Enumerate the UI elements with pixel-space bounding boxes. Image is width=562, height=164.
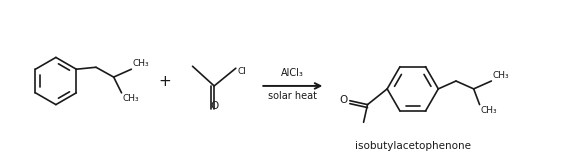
Text: CH₃: CH₃ xyxy=(132,59,149,68)
Text: solar heat: solar heat xyxy=(268,91,318,101)
Text: +: + xyxy=(158,73,171,89)
Text: O: O xyxy=(339,95,348,105)
Text: AlCl₃: AlCl₃ xyxy=(282,68,304,78)
Text: Cl: Cl xyxy=(238,67,247,76)
Text: CH₃: CH₃ xyxy=(492,71,509,80)
Text: isobutylacetophenone: isobutylacetophenone xyxy=(355,141,471,151)
Text: CH₃: CH₃ xyxy=(123,94,139,103)
Text: O: O xyxy=(210,102,218,112)
Text: CH₃: CH₃ xyxy=(481,106,497,115)
